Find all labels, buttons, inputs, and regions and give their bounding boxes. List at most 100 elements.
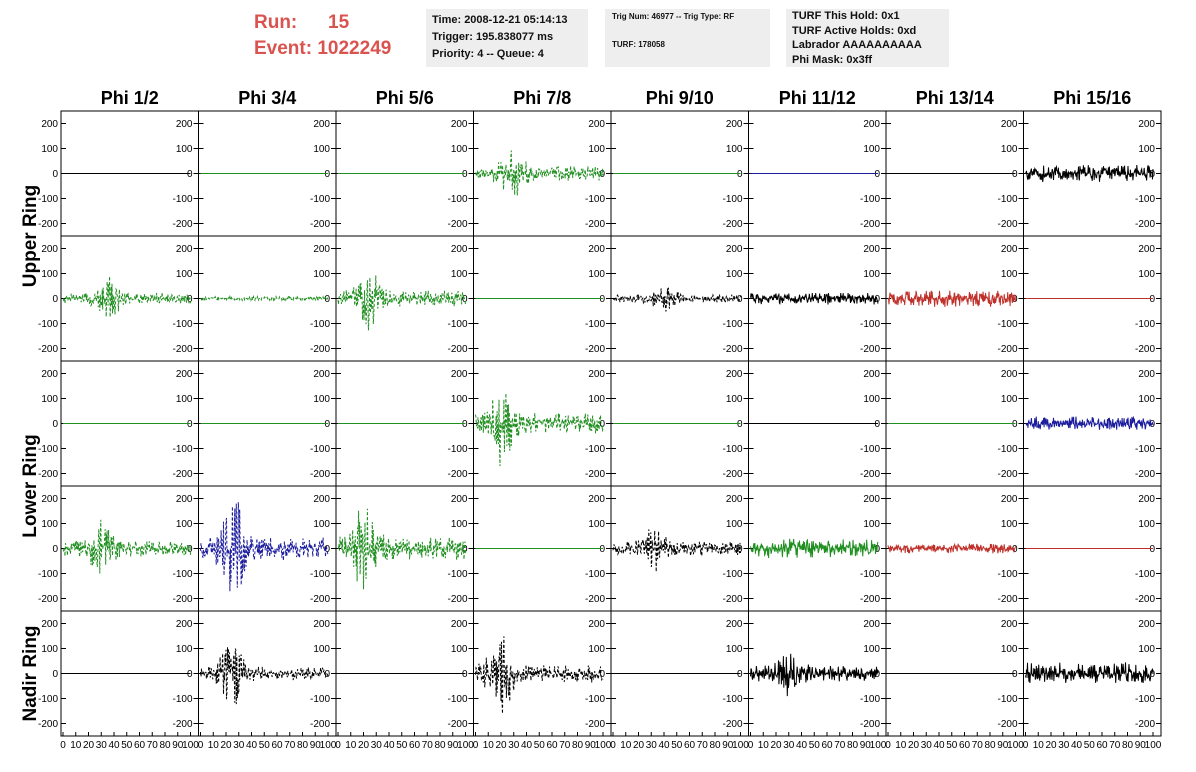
y-tick-label: 0	[52, 669, 58, 680]
x-tick-label: 100	[595, 740, 612, 751]
y-tick-label: 100	[451, 644, 468, 655]
y-tick-label: -200	[38, 719, 58, 730]
x-tick-label: 40	[383, 740, 395, 751]
y-tick-label: 200	[41, 244, 58, 255]
y-tick-label: 200	[726, 619, 743, 630]
y-tick-label: -100	[585, 694, 605, 705]
x-tick-label: 30	[508, 740, 520, 751]
y-tick-label: 100	[726, 519, 743, 530]
y-tick-label: -200	[447, 344, 467, 355]
y-tick-label: 0	[1012, 669, 1018, 680]
x-tick-label: 30	[1058, 740, 1070, 751]
y-tick-label: 200	[588, 244, 605, 255]
x-tick-label: 100	[320, 740, 337, 751]
labrador-text: Labrador AAAAAAAAAA	[792, 39, 922, 51]
x-tick-label: 20	[770, 740, 782, 751]
phi-mask-text: Phi Mask: 0x3ff	[792, 53, 873, 66]
x-tick-label: 100	[457, 740, 474, 751]
y-tick-label: 100	[1138, 144, 1155, 155]
y-tick-label: -100	[997, 194, 1017, 205]
x-tick-label: 80	[1122, 740, 1134, 751]
y-tick-label: 100	[451, 144, 468, 155]
y-tick-label: 0	[1012, 169, 1018, 180]
y-tick-label: 200	[176, 119, 193, 130]
y-tick-label: -200	[997, 719, 1017, 730]
y-tick-label: 100	[726, 144, 743, 155]
y-tick-label: 100	[313, 144, 330, 155]
y-tick-label: 200	[1138, 494, 1155, 505]
x-tick-label: 50	[534, 740, 546, 751]
waveform-trace	[750, 538, 879, 559]
x-tick-label: 50	[671, 740, 683, 751]
x-tick-label: 70	[559, 740, 571, 751]
y-tick-label: 0	[1012, 544, 1018, 555]
y-tick-label: -100	[38, 694, 58, 705]
y-tick-label: -200	[860, 719, 880, 730]
x-tick-label: 30	[233, 740, 245, 751]
y-tick-label: -100	[860, 319, 880, 330]
y-tick-label: 100	[41, 144, 58, 155]
y-tick-label: -200	[172, 344, 192, 355]
x-tick-label: 100	[182, 740, 199, 751]
waveform-trace	[475, 393, 604, 467]
y-tick-label: -100	[1135, 694, 1155, 705]
x-tick-label: 60	[684, 740, 696, 751]
x-tick-label: 40	[108, 740, 120, 751]
y-tick-label: -100	[997, 569, 1017, 580]
y-tick-label: 0	[599, 169, 605, 180]
y-tick-label: 200	[726, 119, 743, 130]
x-tick-label: 50	[1084, 740, 1096, 751]
y-tick-label: 100	[313, 644, 330, 655]
y-tick-label: -200	[447, 719, 467, 730]
y-tick-label: -200	[860, 344, 880, 355]
row-group-label: Nadir Ring	[20, 625, 41, 721]
x-tick-label: 10	[70, 740, 82, 751]
x-tick-label: 40	[1071, 740, 1083, 751]
waveform-trace	[337, 508, 466, 590]
x-tick-label: 80	[572, 740, 584, 751]
x-tick-label: 60	[821, 740, 833, 751]
y-tick-label: -100	[38, 319, 58, 330]
trig-num-text: Trig Num: 46977 -- Trig Type: RF	[612, 12, 735, 21]
y-tick-label: 100	[176, 644, 193, 655]
y-tick-label: -200	[310, 469, 330, 480]
y-tick-label: 0	[599, 294, 605, 305]
y-tick-label: 100	[1138, 269, 1155, 280]
x-tick-label: 70	[422, 740, 434, 751]
x-tick-label: 20	[83, 740, 95, 751]
y-tick-label: 200	[451, 369, 468, 380]
y-tick-label: 0	[52, 419, 58, 430]
y-tick-label: -100	[172, 319, 192, 330]
event-value: 1022249	[317, 38, 392, 59]
y-tick-label: -200	[722, 469, 742, 480]
waveform-trace	[1025, 662, 1154, 684]
x-tick-label: 20	[633, 740, 645, 751]
y-tick-label: 200	[1001, 619, 1018, 630]
y-tick-label: 100	[176, 144, 193, 155]
x-tick-label: 70	[972, 740, 984, 751]
waveform-trace	[750, 292, 879, 305]
x-tick-label: 40	[796, 740, 808, 751]
y-tick-label: 100	[1001, 519, 1018, 530]
waveform-trace	[337, 275, 466, 331]
y-tick-label: -100	[722, 444, 742, 455]
y-tick-label: -200	[1135, 219, 1155, 230]
y-tick-label: -200	[722, 719, 742, 730]
y-tick-label: -100	[38, 444, 58, 455]
x-tick-label: 60	[409, 740, 421, 751]
y-tick-label: 200	[863, 494, 880, 505]
y-tick-label: -200	[447, 469, 467, 480]
y-tick-label: 0	[1012, 419, 1018, 430]
waveform-trace	[612, 287, 741, 312]
waveform-trace	[200, 294, 329, 302]
y-tick-label: 0	[874, 419, 880, 430]
y-tick-label: -100	[310, 444, 330, 455]
x-tick-label: 20	[1045, 740, 1057, 751]
x-tick-label: 70	[1109, 740, 1121, 751]
y-tick-label: 0	[599, 419, 605, 430]
y-tick-label: 200	[41, 119, 58, 130]
y-tick-label: 200	[1138, 369, 1155, 380]
waveform-trace	[62, 519, 191, 574]
y-tick-label: -200	[997, 219, 1017, 230]
waveform-trace	[62, 276, 191, 318]
